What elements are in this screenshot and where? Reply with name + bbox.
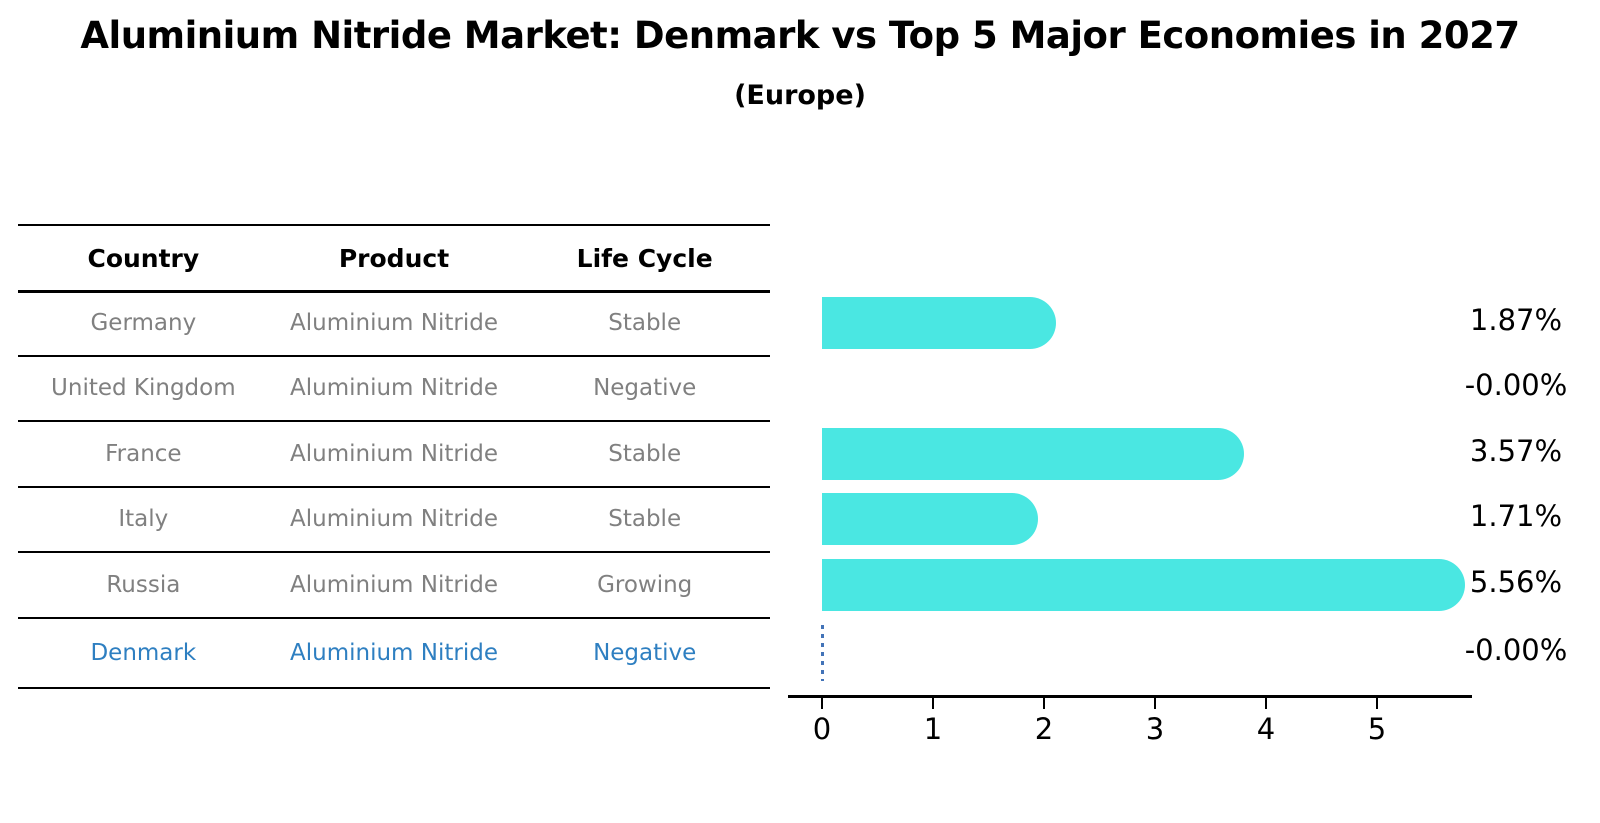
chart-title: Aluminium Nitride Market: Denmark vs Top…	[80, 14, 1520, 57]
table-row-france: France Aluminium Nitride Stable	[18, 421, 770, 487]
x-tick-mark-3	[1154, 697, 1156, 709]
x-tick-label-1: 1	[923, 712, 943, 746]
table-row-united-kingdom: United Kingdom Aluminium Nitride Negative	[18, 356, 770, 422]
table-bottom-border	[18, 687, 770, 689]
x-tick-mark-0	[821, 697, 823, 709]
table-row-italy: Italy Aluminium Nitride Stable	[18, 487, 770, 553]
x-tick-label-3: 3	[1145, 712, 1165, 746]
value-label-italy: 1.71%	[1469, 499, 1563, 534]
zero-dotted-marker-denmark	[820, 625, 824, 682]
country-cell: France	[105, 440, 182, 467]
chart-subtitle: (Europe)	[734, 80, 866, 111]
value-label-germany: 1.87%	[1469, 302, 1563, 337]
product-cell: Aluminium Nitride	[290, 506, 498, 533]
value-label-france: 3.57%	[1469, 433, 1563, 468]
product-cell: Aluminium Nitride	[290, 375, 498, 402]
table-row-germany: Germany Aluminium Nitride Stable	[18, 290, 770, 356]
country-cell: United Kingdom	[51, 375, 236, 402]
x-tick-label-5: 5	[1367, 712, 1387, 746]
bar-russia	[822, 558, 1466, 611]
column-header-product: Product	[338, 243, 450, 273]
country-cell: Russia	[106, 571, 181, 598]
x-tick-label-4: 4	[1256, 712, 1276, 746]
x-axis-line	[788, 695, 1472, 698]
product-cell: Aluminium Nitride	[290, 640, 498, 667]
x-tick-mark-1	[932, 697, 934, 709]
life-cycle-cell: Negative	[593, 375, 697, 402]
product-cell: Aluminium Nitride	[290, 440, 498, 467]
product-cell: Aluminium Nitride	[290, 309, 498, 336]
table-header-separator	[18, 290, 770, 293]
value-label-russia: 5.56%	[1469, 564, 1563, 599]
table-row-separator	[18, 616, 770, 619]
country-cell: Denmark	[90, 640, 197, 667]
table-row-denmark: Denmark Aluminium Nitride Negative	[18, 618, 770, 690]
life-cycle-cell: Negative	[593, 640, 697, 667]
life-cycle-cell: Stable	[608, 440, 682, 467]
x-tick-label-0: 0	[812, 712, 832, 746]
table-header-row: Country Product Life Cycle	[18, 226, 770, 290]
country-table: Country Product Life Cycle Germany Alumin…	[18, 224, 770, 689]
value-label-denmark: -0.00%	[1464, 633, 1568, 668]
column-header-life-cycle: Life Cycle	[576, 243, 713, 273]
table-row-separator	[18, 485, 770, 488]
country-cell: Italy	[118, 506, 169, 533]
value-label-united-kingdom: -0.00%	[1464, 368, 1568, 403]
x-tick-mark-2	[1043, 697, 1045, 709]
x-tick-mark-4	[1265, 697, 1267, 709]
life-cycle-cell: Stable	[608, 309, 682, 336]
x-tick-label-2: 2	[1034, 712, 1054, 746]
table-row-russia: Russia Aluminium Nitride Growing	[18, 552, 770, 618]
life-cycle-cell: Growing	[597, 571, 693, 598]
product-cell: Aluminium Nitride	[290, 571, 498, 598]
table-row-separator	[18, 551, 770, 553]
x-tick-mark-5	[1376, 697, 1378, 709]
bar-france	[822, 427, 1245, 480]
table-row-separator	[18, 420, 770, 422]
country-cell: Germany	[90, 309, 197, 336]
column-header-country: Country	[87, 243, 200, 273]
bar-germany	[822, 296, 1056, 349]
table-row-separator	[18, 354, 770, 357]
table-top-border	[18, 224, 770, 226]
bar-italy	[822, 493, 1038, 546]
life-cycle-cell: Stable	[608, 506, 682, 533]
